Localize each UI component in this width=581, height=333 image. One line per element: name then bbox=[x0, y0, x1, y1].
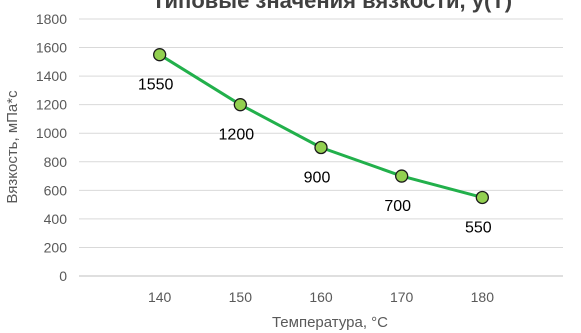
data-label: 550 bbox=[465, 219, 492, 236]
data-point-marker bbox=[233, 98, 247, 112]
y-tick-label: 1600 bbox=[36, 40, 67, 56]
y-tick-label: 400 bbox=[44, 211, 68, 227]
y-tick-label: 600 bbox=[44, 182, 68, 198]
series-markers bbox=[153, 48, 489, 205]
data-point-marker bbox=[395, 169, 409, 183]
y-axis-ticks: 0 200 400 600 800 1000 1200 1400 1600 1800 bbox=[36, 11, 67, 284]
data-point-marker bbox=[314, 140, 328, 155]
chart-title: Типовые значения вязкости, y(T) bbox=[152, 0, 512, 13]
x-tick-label: 170 bbox=[390, 289, 414, 305]
y-tick-label: 1200 bbox=[36, 97, 67, 113]
y-tick-label: 1800 bbox=[36, 11, 67, 27]
data-labels: 1550 1200 900 700 550 bbox=[138, 77, 492, 237]
x-axis-title: Температура, °C bbox=[272, 314, 388, 331]
data-label: 1200 bbox=[219, 127, 255, 144]
data-label: 900 bbox=[304, 170, 331, 187]
y-tick-label: 200 bbox=[44, 239, 68, 255]
y-tick-label: 1000 bbox=[36, 125, 67, 141]
data-point-marker bbox=[475, 190, 489, 205]
x-tick-label: 160 bbox=[309, 289, 333, 305]
x-axis-ticks: 140 150 160 170 180 bbox=[148, 289, 494, 305]
x-tick-label: 180 bbox=[471, 289, 495, 305]
y-tick-label: 1400 bbox=[36, 68, 67, 84]
x-tick-label: 150 bbox=[229, 289, 253, 305]
data-label: 1550 bbox=[138, 77, 174, 94]
data-point-marker bbox=[153, 48, 167, 62]
y-axis-title: Вязкость, мПа*с bbox=[4, 90, 21, 204]
gridlines bbox=[79, 18, 563, 277]
y-tick-label: 800 bbox=[44, 154, 68, 170]
x-tick-label: 140 bbox=[148, 289, 172, 305]
y-tick-label: 0 bbox=[59, 268, 67, 284]
data-label: 700 bbox=[384, 198, 411, 215]
